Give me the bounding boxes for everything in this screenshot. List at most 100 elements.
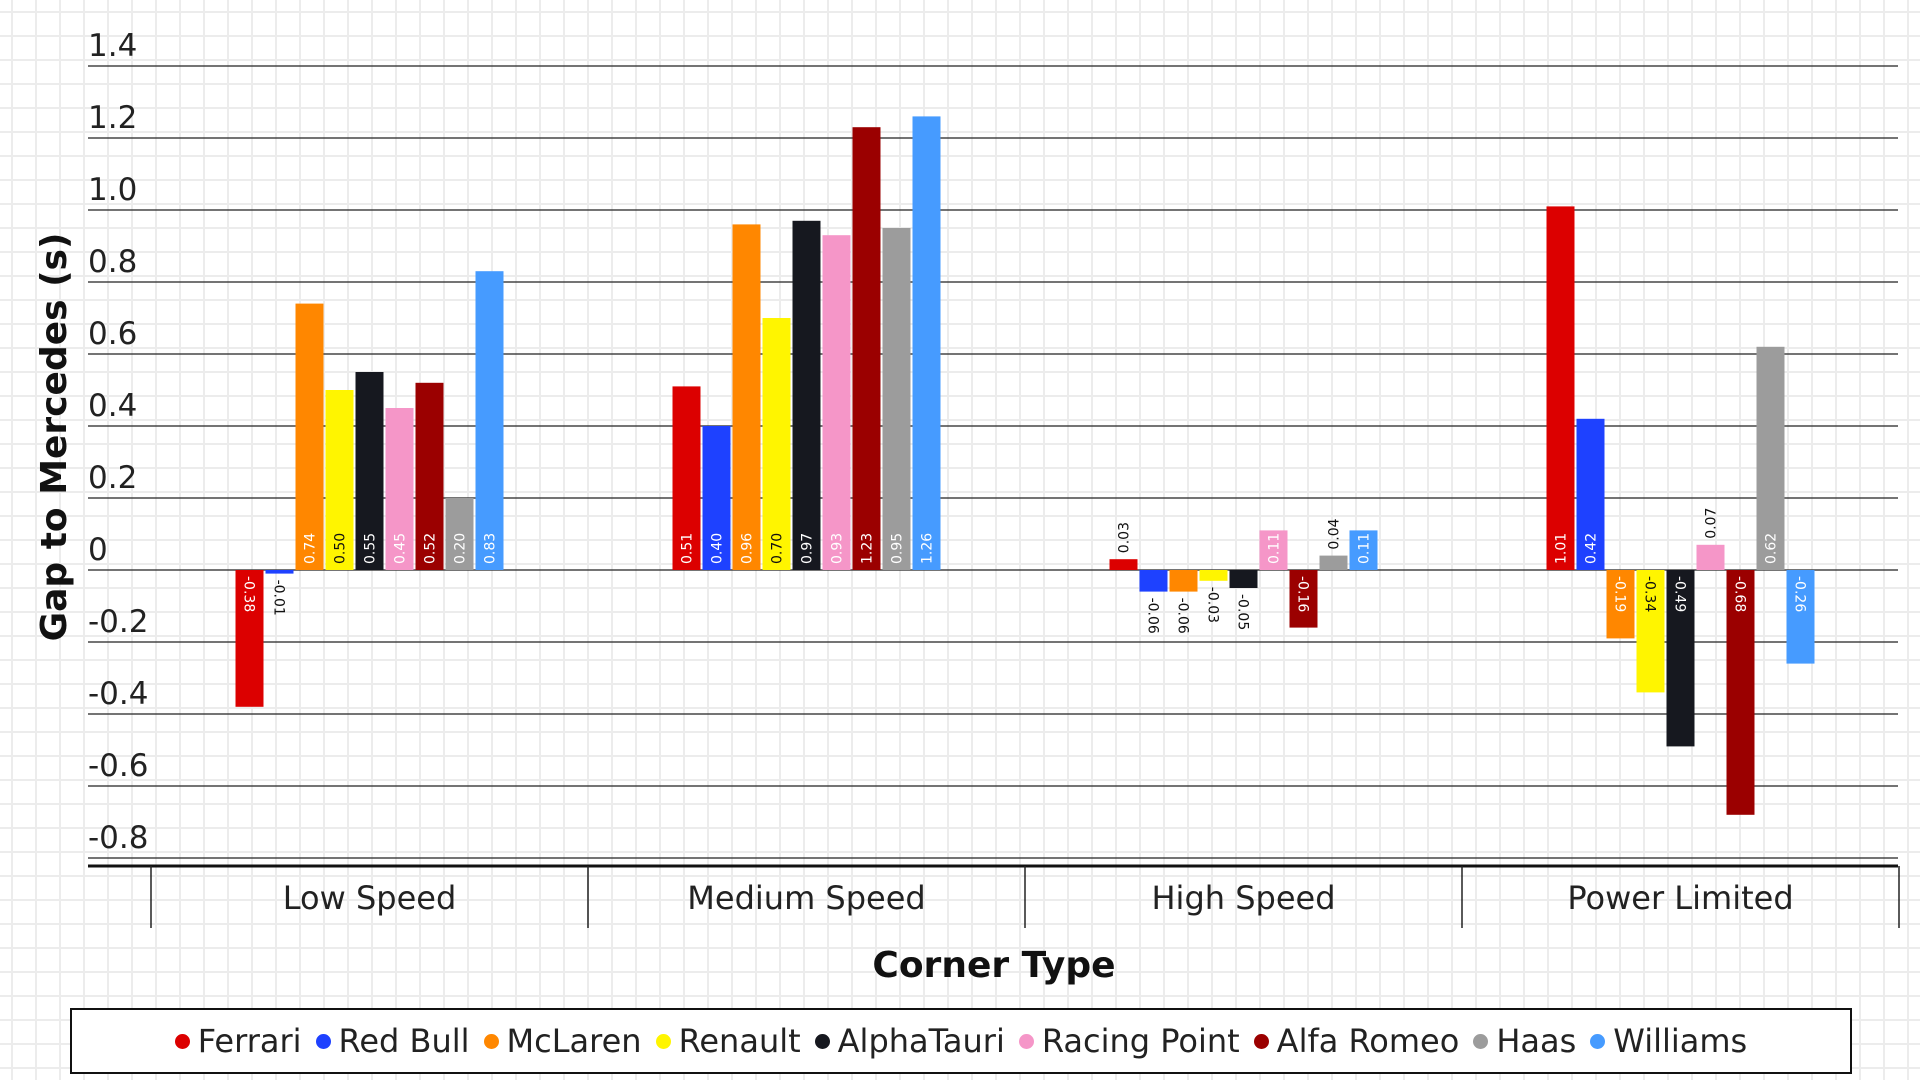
bar-value-label: 0.62	[1764, 533, 1780, 564]
bar-renault	[325, 390, 354, 570]
bar-value-label: -0.05	[1235, 594, 1251, 630]
legend-dot-icon	[315, 1033, 331, 1049]
y-tick-label: 1.4	[88, 28, 137, 64]
bar-ferrari	[672, 386, 701, 570]
bar-value-label: -0.06	[1145, 598, 1161, 634]
bar-value-label: 0.45	[393, 533, 409, 564]
legend-label: Ferrari	[197, 1022, 302, 1060]
bar-value-label: -0.03	[1205, 587, 1221, 623]
bar-value-label: 0.20	[453, 533, 469, 564]
bar-haas	[1319, 555, 1348, 570]
bar-value-label: 0.55	[363, 533, 379, 564]
bar-red-bull	[1576, 418, 1605, 570]
legend-dot-icon	[483, 1033, 499, 1049]
bar-alfa-romeo	[415, 382, 444, 570]
y-tick-label: 1.2	[88, 100, 137, 136]
bar-renault	[1199, 570, 1228, 581]
y-tick-label: 0.2	[88, 460, 137, 496]
bar-value-label: -0.68	[1732, 576, 1748, 612]
legend-dot-icon	[814, 1033, 830, 1049]
bar-value-label: 0.93	[830, 533, 846, 564]
bar-value-label: -0.26	[1792, 576, 1808, 612]
bar-value-label: -0.01	[271, 580, 287, 616]
y-tick-label: 0.6	[88, 316, 137, 352]
legend-dot-icon	[174, 1033, 190, 1049]
legend-item: Alfa Romeo	[1253, 1022, 1460, 1060]
bar-value-label: 0.51	[680, 533, 696, 564]
bar-value-label: 0.50	[333, 533, 349, 564]
y-axis-title: Gap to Mercedes (s)	[34, 233, 75, 642]
category-label: High Speed	[1151, 879, 1335, 917]
bar-williams	[1349, 530, 1378, 570]
bar-alfa-romeo	[1726, 570, 1755, 815]
legend-item: Ferrari	[174, 1022, 302, 1060]
bar-alphatauri	[1666, 570, 1695, 747]
bar-value-label: 0.04	[1327, 518, 1343, 549]
legend-dot-icon	[1590, 1033, 1606, 1049]
legend-item: McLaren	[483, 1022, 642, 1060]
bar-racing-point	[822, 235, 851, 570]
bar-ferrari	[235, 570, 264, 707]
y-tick-label: 0	[88, 532, 108, 568]
legend-dot-icon	[1018, 1033, 1034, 1049]
bar-value-label: 0.40	[710, 533, 726, 564]
bar-value-label: 0.83	[483, 533, 499, 564]
legend-item: Haas	[1473, 1022, 1576, 1060]
bar-value-label: -0.34	[1642, 576, 1658, 612]
bar-value-label: -0.38	[241, 576, 257, 612]
bar-value-label: 0.97	[800, 533, 816, 564]
bar-alphatauri	[355, 372, 384, 570]
legend-label: Alfa Romeo	[1276, 1022, 1460, 1060]
legend-item: Red Bull	[315, 1022, 470, 1060]
legend-label: McLaren	[506, 1022, 642, 1060]
bar-value-label: 0.11	[1357, 533, 1373, 564]
y-tick-label: -0.4	[88, 676, 149, 712]
legend-label: AlphaTauri	[837, 1022, 1005, 1060]
bar-value-label: 1.01	[1554, 533, 1570, 564]
legend-dot-icon	[1473, 1033, 1489, 1049]
y-tick-label: 1.0	[88, 172, 137, 208]
bar-value-label: -0.19	[1612, 576, 1628, 612]
bar-value-label: 1.26	[920, 533, 936, 564]
bar-value-label: 0.52	[423, 533, 439, 564]
bar-ferrari	[1109, 559, 1138, 570]
category-label: Low Speed	[283, 879, 457, 917]
bar-red-bull	[702, 426, 731, 570]
bar-value-label: 0.95	[890, 533, 906, 564]
bar-renault	[762, 318, 791, 570]
bar-haas	[882, 228, 911, 570]
bar-racing-point	[1259, 530, 1288, 570]
bar-value-label: 0.03	[1117, 522, 1133, 553]
bar-value-label: -0.06	[1175, 598, 1191, 634]
legend-label: Renault	[678, 1022, 801, 1060]
legend-item: Renault	[655, 1022, 801, 1060]
bar-value-label: 0.11	[1267, 533, 1283, 564]
legend-dot-icon	[1253, 1033, 1269, 1049]
bar-ferrari	[1546, 206, 1575, 570]
bar-value-label: 1.23	[860, 533, 876, 564]
bar-mclaren	[295, 303, 324, 570]
bar-red-bull	[265, 570, 294, 574]
legend-item: AlphaTauri	[814, 1022, 1005, 1060]
legend-dot-icon	[655, 1033, 671, 1049]
bar-haas	[445, 498, 474, 570]
bar-renault	[1636, 570, 1665, 693]
bar-williams	[912, 116, 941, 571]
bar-alfa-romeo	[852, 127, 881, 570]
y-tick-label: -0.6	[88, 748, 149, 784]
bar-racing-point	[1696, 544, 1725, 570]
category-label: Power Limited	[1567, 879, 1793, 917]
category-label: Medium Speed	[687, 879, 925, 917]
legend-item: Racing Point	[1018, 1022, 1240, 1060]
y-tick-label: 0.4	[88, 388, 137, 424]
y-tick-label: -0.2	[88, 604, 149, 640]
bar-williams	[475, 271, 504, 570]
bar-value-label: -0.16	[1295, 576, 1311, 612]
bar-value-label: 0.07	[1704, 508, 1720, 539]
bar-value-label: 0.96	[740, 533, 756, 564]
bar-value-label: -0.49	[1672, 576, 1688, 612]
bar-racing-point	[385, 408, 414, 570]
legend: Ferrari Red Bull McLaren Renault AlphaTauri R…	[70, 1008, 1852, 1074]
legend-label: Racing Point	[1041, 1022, 1240, 1060]
